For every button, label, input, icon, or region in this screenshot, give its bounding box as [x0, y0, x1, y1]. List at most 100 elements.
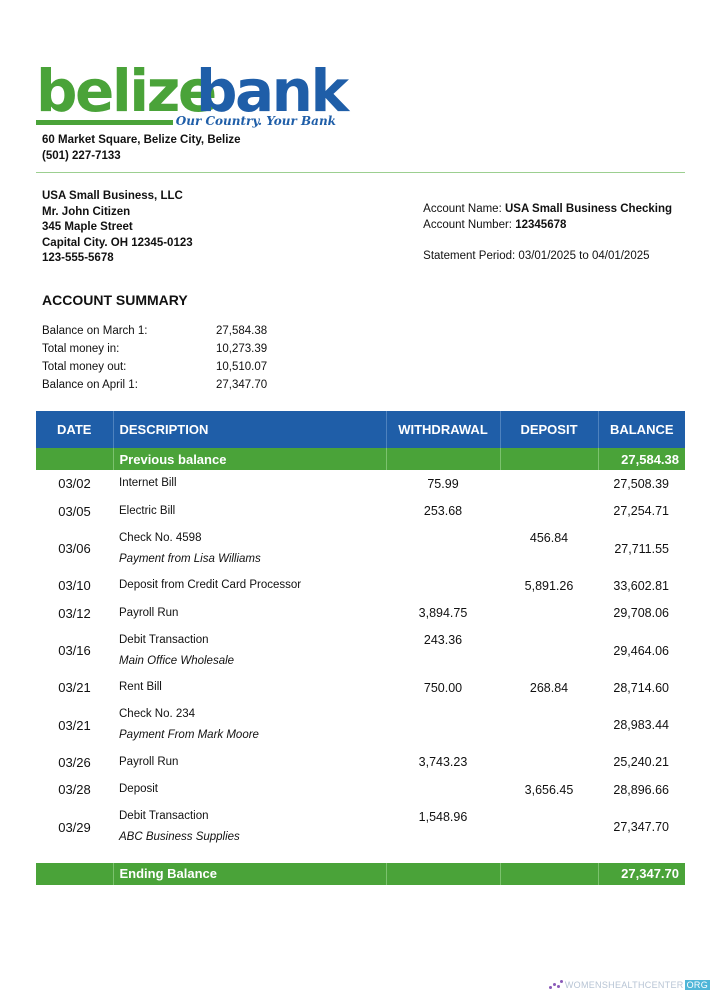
logo-underline-green	[36, 120, 194, 125]
transaction-deposit	[500, 627, 598, 674]
table-row: 03/21 Rent Bill 750.00 268.84 28,714.60	[36, 674, 685, 702]
transaction-description-main: Debit Transaction	[119, 633, 209, 646]
ending-date-cell	[36, 862, 114, 885]
transaction-deposit: 456.84	[529, 531, 569, 545]
transaction-balance: 29,464.06	[613, 643, 669, 658]
transaction-deposit	[500, 749, 598, 777]
customer-line: 345 Maple Street	[42, 221, 133, 234]
transaction-description: Electric Bill	[113, 498, 386, 526]
statement-period-label: Statement Period:	[423, 250, 516, 262]
ending-balance-value: 27,347.70	[598, 862, 685, 885]
customer-line: Capital City. OH 12345-0123	[42, 236, 193, 249]
header-divider	[36, 172, 685, 173]
table-row: 03/28 Deposit 3,656.45 28,896.66	[36, 776, 685, 804]
transaction-date: 03/06	[58, 541, 91, 556]
account-info: Account Name: USA Small Business Checkin…	[423, 201, 672, 264]
bank-address: 60 Market Square, Belize City, Belize (5…	[42, 132, 241, 164]
transaction-description: Internet Bill	[113, 470, 386, 498]
transaction-balance: 29,708.06	[613, 606, 669, 621]
bank-street-address: 60 Market Square, Belize City, Belize	[42, 134, 241, 146]
account-name-value: USA Small Business Checking	[504, 203, 672, 215]
ending-balance-label: Ending Balance	[113, 862, 387, 885]
transaction-description: Deposit from Credit Card Processor	[113, 572, 386, 600]
transaction-withdrawal: 1,548.96	[418, 809, 468, 824]
transaction-deposit: 268.84	[529, 680, 569, 695]
transaction-description-main: Internet Bill	[119, 477, 177, 490]
transaction-deposit: 5,891.26	[524, 578, 574, 593]
transaction-description-main: Debit Transaction	[119, 810, 209, 822]
transaction-withdrawal: 253.68	[423, 504, 463, 519]
account-number-row: Account Number: 12345678	[423, 217, 672, 233]
transaction-balance: 25,240.21	[613, 755, 669, 770]
transaction-balance: 33,602.81	[613, 578, 669, 593]
transaction-balance: 27,711.55	[614, 541, 669, 556]
previous-balance-row: Previous balance 27,584.38	[36, 448, 685, 470]
transaction-description-main: Payroll Run	[119, 606, 179, 619]
transaction-description-main: Check No. 4598	[119, 531, 202, 544]
summary-label: Balance on March 1:	[42, 325, 148, 337]
transaction-deposit	[500, 804, 598, 851]
transaction-withdrawal: 3,894.75	[418, 606, 468, 621]
transaction-description: Debit Transaction ABC Business Supplies	[113, 804, 386, 851]
summary-row: Balance on March 1: 27,584.38	[42, 322, 267, 340]
logo-tagline: Our Country. Your Bank	[172, 114, 336, 128]
transaction-withdrawal	[386, 572, 500, 600]
transaction-withdrawal	[386, 525, 500, 572]
previous-date-cell	[36, 448, 114, 470]
summary-row: Balance on April 1: 27,347.70	[42, 376, 267, 394]
transaction-description-main: Deposit	[119, 783, 158, 796]
table-row: 03/12 Payroll Run 3,894.75 29,708.06	[36, 600, 685, 628]
transaction-balance: 28,896.66	[613, 782, 669, 797]
statement-period-value: 03/01/2025 to 04/01/2025	[518, 250, 650, 262]
column-header-deposit: DEPOSIT	[500, 411, 599, 448]
table-spacer	[36, 851, 685, 863]
summary-label: Total money in:	[42, 343, 120, 355]
transaction-description-detail: ABC Business Supplies	[119, 831, 240, 843]
ending-deposit-cell	[500, 862, 599, 885]
transaction-withdrawal	[386, 776, 500, 804]
transaction-balance: 28,983.44	[613, 718, 669, 732]
transaction-withdrawal	[386, 702, 500, 749]
transactions-table: DATE DESCRIPTION WITHDRAWAL DEPOSIT BALA…	[36, 411, 685, 885]
ending-withdrawal-cell	[386, 862, 501, 885]
transaction-description-main: Deposit from Credit Card Processor	[119, 579, 302, 592]
transaction-date: 03/21	[58, 680, 91, 696]
transaction-deposit: 3,656.45	[524, 782, 574, 797]
transaction-description-main: Rent Bill	[119, 681, 162, 694]
previous-balance-value: 27,584.38	[598, 448, 685, 470]
transaction-date: 03/02	[58, 476, 91, 492]
account-number-label: Account Number:	[423, 219, 513, 231]
transaction-description: Check No. 4598 Payment from Lisa Williams	[113, 525, 386, 572]
transaction-description: Rent Bill	[113, 674, 386, 702]
transaction-description: Payroll Run	[113, 600, 386, 628]
table-row: 03/29 Debit Transaction ABC Business Suppl…	[36, 804, 685, 851]
account-summary: Balance on March 1: 27,584.38 Total mone…	[42, 322, 267, 394]
summary-label: Balance on April 1:	[42, 379, 138, 391]
transaction-balance: 27,254.71	[613, 504, 669, 519]
transaction-deposit	[500, 600, 598, 628]
column-header-balance: BALANCE	[598, 411, 685, 448]
bank-phone: (501) 227-7133	[42, 150, 121, 162]
summary-row: Total money in: 10,273.39	[42, 340, 267, 358]
watermark-dots-icon	[548, 980, 563, 990]
transaction-description-main: Check No. 234	[119, 708, 196, 720]
logo-word-belize: belize	[36, 57, 217, 125]
transaction-withdrawal: 243.36	[423, 633, 463, 647]
transaction-date: 03/10	[58, 578, 91, 594]
table-row: 03/02 Internet Bill 75.99 27,508.39	[36, 470, 685, 498]
table-row: 03/10 Deposit from Credit Card Processor 5…	[36, 572, 685, 600]
transaction-withdrawal: 75.99	[427, 476, 459, 491]
transaction-description-detail: Payment from Lisa Williams	[119, 552, 261, 565]
transaction-description-detail: Payment From Mark Moore	[119, 729, 259, 741]
watermark: WOMENSHEALTHCENTER ORG	[548, 980, 710, 990]
transaction-withdrawal: 3,743.23	[418, 755, 468, 770]
table-row: 03/16 Debit Transaction Main Office Wholes…	[36, 627, 685, 674]
transaction-description: Check No. 234 Payment From Mark Moore	[113, 702, 386, 749]
transaction-description-main: Electric Bill	[119, 504, 176, 517]
transaction-description-detail: Main Office Wholesale	[119, 654, 235, 667]
table-row: 03/26 Payroll Run 3,743.23 25,240.21	[36, 749, 685, 777]
transaction-date: 03/05	[58, 503, 91, 519]
statement-period-row: Statement Period: 03/01/2025 to 04/01/20…	[423, 248, 672, 264]
transaction-balance: 27,347.70	[613, 820, 669, 834]
summary-value: 27,584.38	[216, 325, 268, 337]
